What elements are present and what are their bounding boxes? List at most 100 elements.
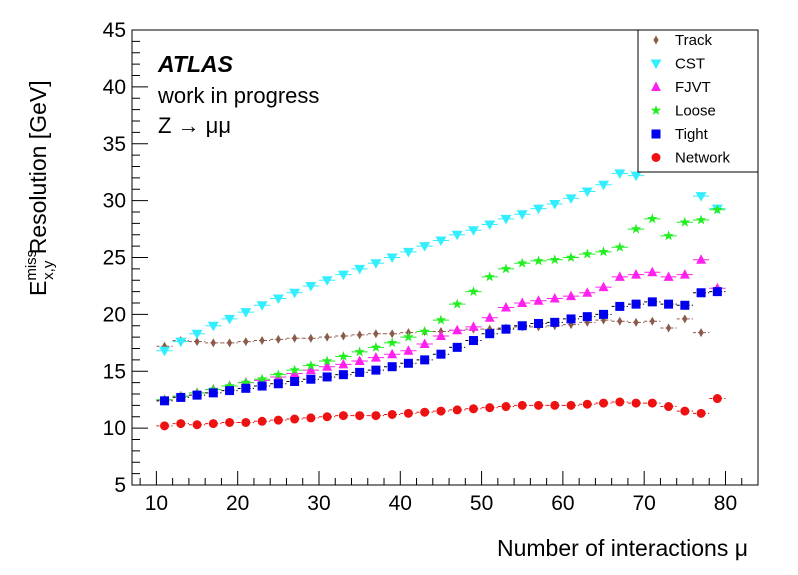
data-point (680, 300, 690, 310)
data-point (403, 408, 413, 418)
data-point (338, 358, 349, 369)
data-point (159, 346, 171, 357)
data-point (452, 298, 463, 309)
data-point (371, 411, 381, 421)
data-point (208, 388, 218, 398)
data-point (517, 257, 528, 268)
data-point (550, 317, 560, 327)
series-cst (156, 151, 726, 357)
data-point (549, 254, 560, 265)
data-point (598, 180, 610, 191)
legend-label-network: Network (675, 150, 731, 167)
data-point (533, 255, 544, 266)
data-point (243, 337, 249, 347)
x-axis-title: Number of interactions μ (497, 535, 748, 561)
y-tick-label: 25 (103, 247, 126, 270)
data-point (712, 204, 723, 215)
data-point (615, 301, 625, 311)
legend-marker-loose (650, 105, 662, 115)
data-point (517, 321, 527, 331)
x-tick-label: 50 (470, 492, 493, 515)
data-point (630, 171, 642, 182)
data-point (191, 329, 203, 340)
process-label: Z → μμ (158, 113, 231, 138)
data-point (340, 331, 346, 341)
series-layer (156, 151, 726, 431)
data-point (273, 379, 283, 389)
data-point (550, 400, 560, 410)
data-point (631, 299, 641, 309)
data-point (647, 398, 657, 408)
legend-marker-cst (650, 59, 662, 69)
data-point (599, 398, 609, 408)
data-point (321, 276, 333, 286)
data-point (338, 370, 348, 380)
data-point (322, 412, 332, 422)
legend-label-fjvt: FJVT (675, 79, 711, 96)
data-point (355, 411, 365, 421)
data-point (259, 336, 265, 346)
x-tick-label: 30 (307, 492, 330, 515)
data-point (275, 334, 281, 344)
data-point (210, 338, 216, 348)
legend-label-cst: CST (675, 56, 705, 73)
data-point (419, 242, 431, 252)
y-axis-title-rest: Resolution [GeV] (25, 80, 51, 260)
data-point (337, 270, 349, 281)
x-tick-label: 40 (389, 492, 412, 515)
data-point (452, 342, 462, 352)
data-point (582, 287, 593, 297)
data-point (647, 297, 657, 307)
data-point (192, 420, 202, 430)
y-tick-label: 10 (103, 417, 126, 440)
data-point (615, 397, 625, 407)
data-point (617, 316, 623, 326)
y-tick-label: 45 (103, 19, 126, 42)
data-point (373, 329, 379, 339)
data-point (321, 355, 333, 366)
data-point (386, 253, 398, 263)
data-point (549, 200, 561, 210)
data-point (289, 288, 301, 299)
data-point (338, 411, 348, 421)
data-point (370, 341, 382, 352)
data-point (565, 194, 577, 204)
data-point (614, 169, 626, 179)
data-point (371, 365, 381, 375)
data-point (663, 271, 674, 281)
data-point (517, 400, 527, 410)
series-network (156, 394, 726, 431)
data-point (402, 247, 414, 258)
data-point (452, 405, 462, 415)
data-point (354, 264, 366, 275)
data-point (419, 325, 430, 336)
y-axis-title-sup: miss (23, 250, 40, 281)
data-point (289, 364, 300, 375)
data-point (257, 416, 267, 426)
data-point (598, 246, 609, 257)
data-point (696, 288, 706, 298)
atlas-label: ATLAS (157, 51, 234, 77)
data-point (357, 330, 363, 340)
data-point (533, 318, 543, 328)
data-point (160, 396, 170, 406)
data-point (695, 192, 707, 202)
data-point (435, 314, 447, 325)
legend: Track CST FJVT Loose Tight Network (637, 29, 759, 173)
y-axis-title-sub: x,y (40, 260, 57, 280)
data-point (452, 324, 463, 335)
data-point (240, 377, 251, 388)
data-point (680, 406, 690, 416)
data-point (614, 271, 625, 281)
data-point (225, 417, 235, 427)
data-point (194, 337, 200, 347)
data-point (631, 269, 642, 279)
data-point (273, 415, 283, 425)
data-point (663, 230, 674, 241)
data-point (370, 259, 382, 269)
data-point (241, 417, 251, 427)
data-point (665, 323, 672, 333)
x-tick-label: 80 (714, 492, 737, 515)
data-point (696, 408, 706, 418)
